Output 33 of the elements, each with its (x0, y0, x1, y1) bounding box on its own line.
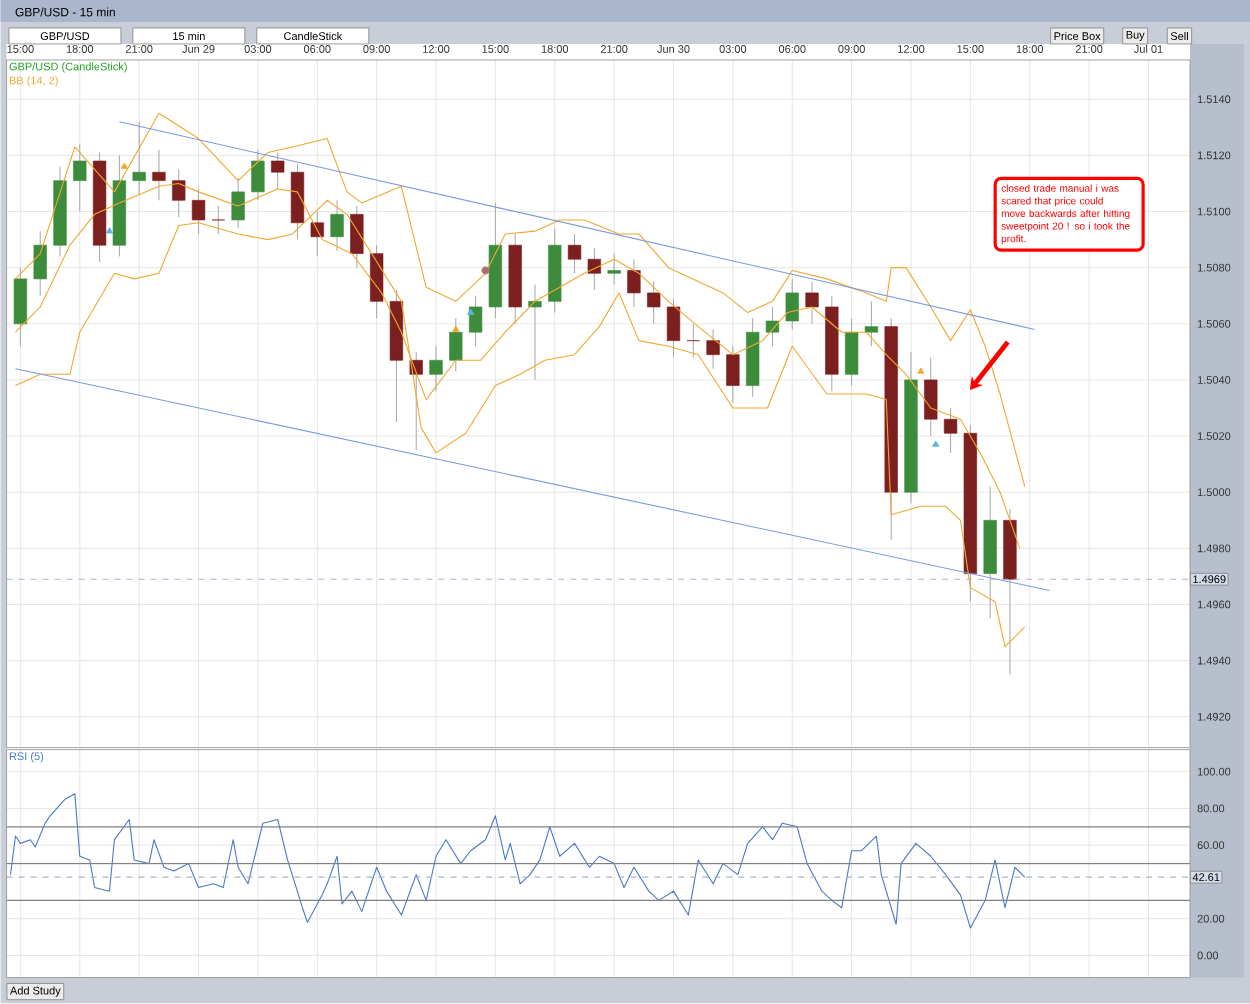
candlestick (13, 267, 28, 347)
candlestick (666, 298, 681, 359)
candlestick (132, 121, 146, 196)
candlestick (271, 152, 285, 190)
candlestick (152, 149, 166, 202)
candlestick (33, 230, 47, 297)
candlestick (943, 407, 958, 454)
candlestick (231, 177, 245, 230)
candlestick (587, 247, 601, 291)
candlestick (528, 284, 542, 381)
candlestick (449, 317, 463, 373)
candlestick (330, 200, 344, 252)
candlestick (864, 301, 879, 347)
candlestick (805, 281, 819, 325)
candlestick (686, 323, 700, 359)
candlestick (706, 329, 720, 370)
candlestick (251, 149, 265, 202)
candlestick (785, 278, 799, 331)
candlestick (191, 188, 206, 235)
candlestick (627, 258, 641, 308)
candlestick (567, 233, 582, 274)
candlestick (844, 317, 859, 387)
candlestick (211, 205, 225, 235)
candlestick (765, 306, 780, 347)
candlestick (310, 211, 324, 258)
candlestick (468, 295, 483, 347)
candlestick (429, 345, 443, 392)
candlestick (350, 205, 364, 269)
candlestick (172, 169, 186, 218)
candlestick (726, 345, 740, 404)
candlestick (607, 253, 621, 286)
candlestick (647, 281, 661, 325)
candlestick (73, 143, 87, 213)
